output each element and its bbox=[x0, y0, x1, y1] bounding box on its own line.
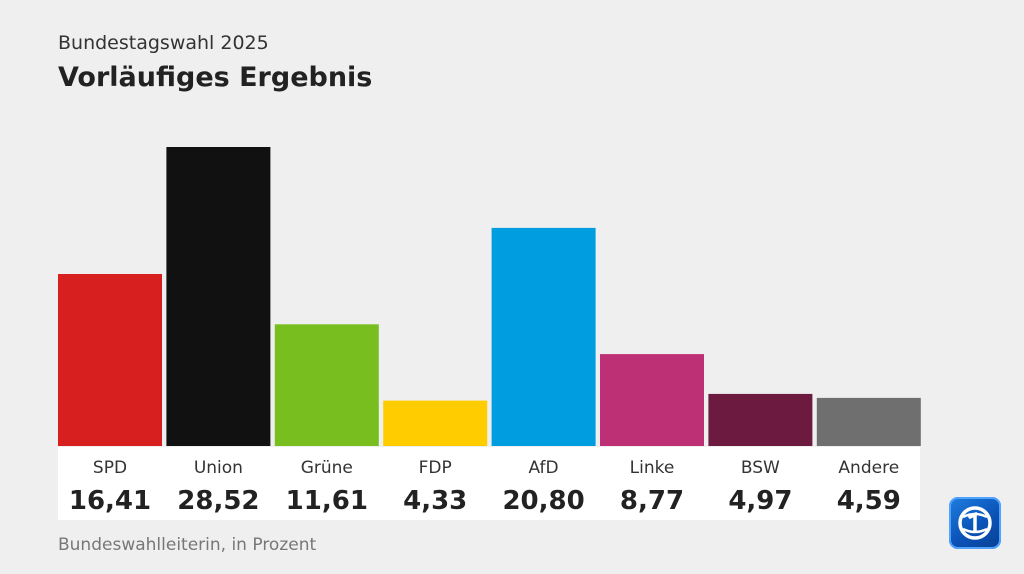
bar-linke bbox=[600, 354, 704, 446]
value-label: 28,52 bbox=[177, 486, 259, 516]
label-panel bbox=[58, 447, 920, 520]
value-label: 4,97 bbox=[728, 486, 792, 516]
value-label: 4,33 bbox=[403, 486, 467, 516]
bar-grüne bbox=[274, 324, 379, 446]
bar-spd bbox=[58, 274, 162, 446]
chart-supertitle: Bundestagswahl 2025 bbox=[58, 32, 269, 54]
tagesschau-logo-icon bbox=[949, 497, 1001, 549]
chart-title: Vorläufiges Ergebnis bbox=[58, 62, 373, 93]
category-label: Union bbox=[194, 458, 243, 478]
value-label: 16,41 bbox=[69, 486, 151, 516]
bar-union bbox=[166, 147, 271, 446]
bar-fdp bbox=[383, 400, 488, 446]
category-label: SPD bbox=[93, 458, 127, 478]
category-label: Grüne bbox=[301, 458, 353, 478]
value-label: 4,59 bbox=[837, 486, 901, 516]
category-label: FDP bbox=[419, 458, 452, 478]
bar-afd bbox=[491, 227, 596, 446]
bar-bsw bbox=[708, 393, 813, 446]
value-label: 11,61 bbox=[286, 486, 368, 516]
value-label: 8,77 bbox=[620, 486, 684, 516]
category-label: BSW bbox=[741, 458, 780, 478]
category-label: AfD bbox=[529, 458, 559, 478]
category-label: Linke bbox=[630, 458, 675, 478]
source-note: Bundeswahlleiterin, in Prozent bbox=[58, 535, 317, 555]
category-label: Andere bbox=[838, 458, 899, 478]
bar-andere bbox=[816, 397, 921, 446]
value-label: 20,80 bbox=[502, 486, 584, 516]
